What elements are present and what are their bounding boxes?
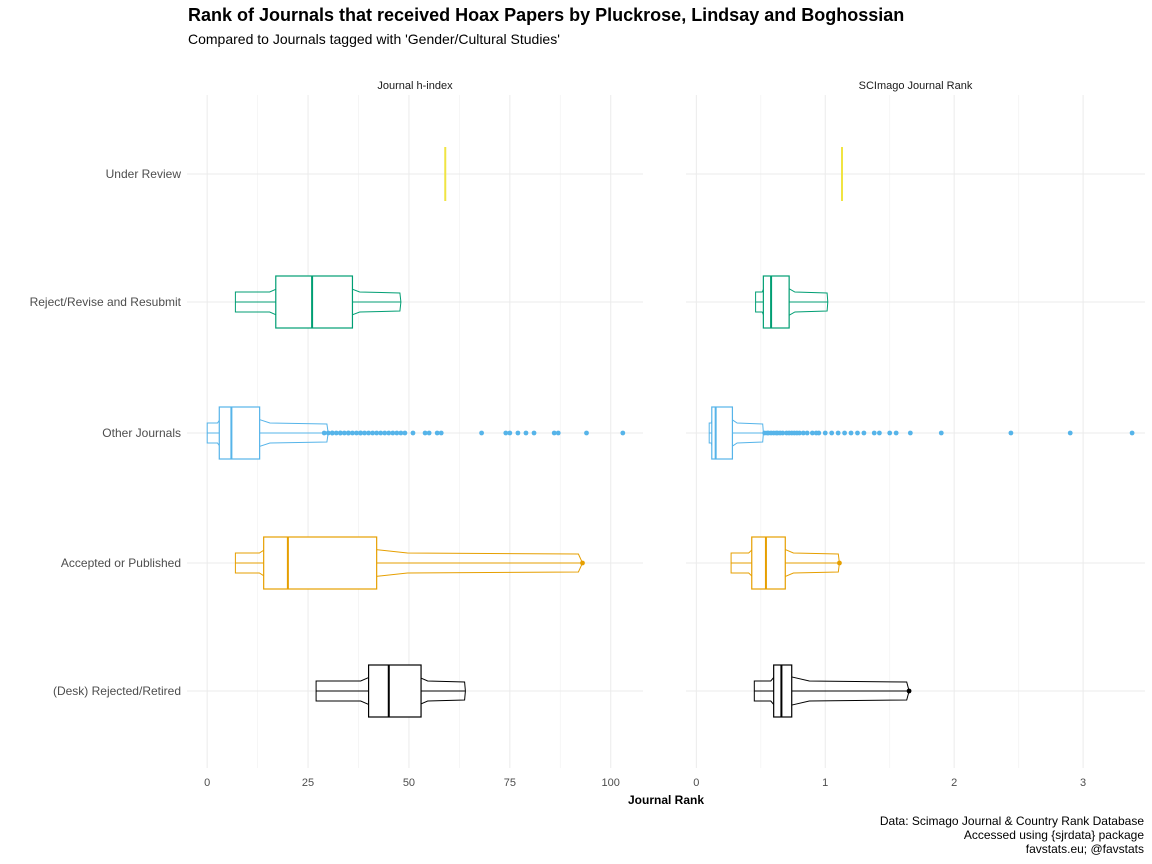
panel-2-other-journals-outlier-point — [907, 430, 913, 436]
panel-2-other-journals-outlier-point — [842, 430, 847, 436]
panel-1-other-journals-outlier-point — [370, 430, 376, 436]
panel-2-x-tick-label: 2 — [951, 777, 957, 789]
panel-1-reject-revise-and-resubmit-box — [275, 275, 354, 329]
panel-2-other-journals-outlier-point — [804, 430, 810, 436]
panel-1-other-journals-outlier-point — [362, 430, 367, 436]
panel-1-other-journals-outlier-point — [346, 430, 351, 436]
panel-1-other-journals-outlier-point — [422, 430, 428, 436]
panel-2-reject-revise-and-resubmit-box — [762, 275, 790, 329]
panel-1-other-journals-outlier-point — [394, 430, 400, 436]
panel-1-other-journals-outlier-point — [350, 430, 355, 436]
panel-2-other-journals-outlier-point — [1008, 430, 1014, 436]
panel-2-other-journals-outlier-point — [800, 430, 806, 436]
panel-2-other-journals-outlier-point — [809, 430, 815, 436]
panel-2-other-journals-outlier-point — [893, 430, 899, 436]
y-tick-label-accepted-or-published: Accepted or Published — [61, 556, 181, 570]
panel-2-other-journals-outlier-point — [871, 430, 877, 436]
panel-1-x-tick-label: 75 — [504, 777, 516, 789]
panel-2-other-journals-outlier-point — [887, 430, 893, 436]
panel-1-other-journals-outlier-point — [325, 430, 331, 436]
panel-1-strip-title: Journal h-index — [377, 80, 453, 92]
panel-1-other-journals-outlier-point — [434, 430, 440, 436]
y-tick-label-under-review: Under Review — [106, 167, 182, 181]
panel-2-other-journals-outlier-point — [829, 430, 835, 436]
panel-2-x-tick-label: 1 — [822, 777, 828, 789]
panel-2-other-journals-outlier-point — [822, 430, 828, 436]
panel-2-desk-rejected-retired-outlier-point — [906, 688, 912, 694]
caption-line-package: Accessed using {sjrdata} package — [963, 828, 1144, 842]
panel-1-other-journals-outlier-point — [584, 430, 589, 436]
panel-1-other-journals-outlier-point — [402, 430, 408, 436]
panel-1-x-tick-label: 100 — [602, 777, 620, 789]
panel-1-accepted-or-published-outlier-point — [580, 560, 585, 566]
panel-1-accepted-or-published-box — [263, 536, 378, 590]
panel-2-desk-rejected-retired-box — [773, 664, 793, 718]
panel-2-other-journals-outlier-point — [876, 430, 882, 436]
panel-1-other-journals-outlier-point — [515, 430, 521, 436]
panel-2-other-journals-outlier-point — [855, 430, 860, 436]
panel-1-other-journals-outlier-point — [503, 430, 509, 436]
panel-1-other-journals-outlier-point — [374, 430, 380, 436]
panel-2-x-tick-label: 0 — [693, 777, 699, 789]
panel-1-other-journals-outlier-point — [341, 430, 347, 436]
panel-2-other-journals-outlier-point — [797, 430, 802, 436]
panel-1-other-journals-outlier-point — [382, 430, 388, 436]
panel-1-x-tick-label: 50 — [403, 777, 415, 789]
panel-2-other-journals-outlier-point — [835, 430, 841, 436]
panel-1-other-journals-box — [218, 406, 261, 460]
panel-1-other-journals-outlier-point — [337, 430, 343, 436]
panel-1-other-journals-outlier-point — [507, 430, 513, 436]
panel-1-other-journals-outlier-point — [390, 430, 396, 436]
caption-line-credit: favstats.eu; @favstats — [1025, 842, 1144, 856]
panel-2-accepted-or-published-box — [751, 536, 786, 590]
x-axis-title: Journal Rank — [628, 793, 704, 807]
panel-1-other-journals-outlier-point — [378, 430, 384, 436]
panel-1-x-tick-label: 25 — [302, 777, 314, 789]
panel-1-other-journals-outlier-point — [358, 430, 363, 436]
caption-line-source: Data: Scimago Journal & Country Rank Dat… — [879, 814, 1144, 828]
panel-1-other-journals-outlier-point — [479, 430, 484, 436]
panel-2-other-journals-outlier-point — [816, 430, 822, 436]
panel-1-other-journals-outlier-point — [329, 430, 335, 436]
panel-1-other-journals-outlier-point — [531, 430, 537, 436]
chart-subtitle: Compared to Journals tagged with 'Gender… — [188, 31, 560, 47]
panel-1-other-journals-outlier-point — [555, 430, 561, 436]
panel-2-other-journals-outlier-point — [938, 430, 944, 436]
y-tick-label-other-journals: Other Journals — [102, 426, 181, 440]
chart-caption: Data: Scimago Journal & Country Rank Dat… — [880, 814, 1144, 856]
y-tick-label-reject-revise-and-resubmit: Reject/Revise and Resubmit — [30, 295, 182, 309]
panel-1-other-journals-outlier-point — [321, 430, 327, 436]
panel-1-other-journals-outlier-point — [386, 430, 392, 436]
panel-2-accepted-or-published-outlier-point — [837, 560, 842, 566]
panel-2-other-journals-box — [711, 406, 734, 460]
panel-1-other-journals-outlier-point — [426, 430, 432, 436]
panel-2-other-journals-outlier-point — [1129, 430, 1135, 436]
panel-1-other-journals-outlier-point — [398, 430, 404, 436]
y-tick-label-desk-rejected-retired: (Desk) Rejected/Retired — [53, 684, 181, 698]
panel-1-x-tick-label: 0 — [204, 777, 210, 789]
panel-1-other-journals-outlier-point — [523, 430, 529, 436]
panel-1-other-journals-outlier-point — [366, 430, 371, 436]
panel-2-other-journals-outlier-point — [848, 430, 854, 436]
panel-1-other-journals-outlier-point — [410, 430, 416, 436]
panel-2-x-tick-label: 3 — [1080, 777, 1086, 789]
panel-1-other-journals-outlier-point — [438, 430, 444, 436]
panel-1-other-journals-outlier-point — [333, 430, 339, 436]
panel-2-other-journals-outlier-point — [1067, 430, 1073, 436]
panel-2-other-journals-outlier-point — [861, 430, 867, 436]
chart-title: Rank of Journals that received Hoax Pape… — [188, 5, 905, 25]
panel-2-strip-title: SCImago Journal Rank — [859, 80, 973, 92]
panel-1-other-journals-outlier-point — [620, 430, 626, 436]
panel-1-desk-rejected-retired-box — [367, 664, 422, 718]
panel-1-other-journals-outlier-point — [354, 430, 359, 436]
panel-1-other-journals-outlier-point — [551, 430, 557, 436]
panel-2-other-journals-outlier-point — [780, 430, 786, 436]
